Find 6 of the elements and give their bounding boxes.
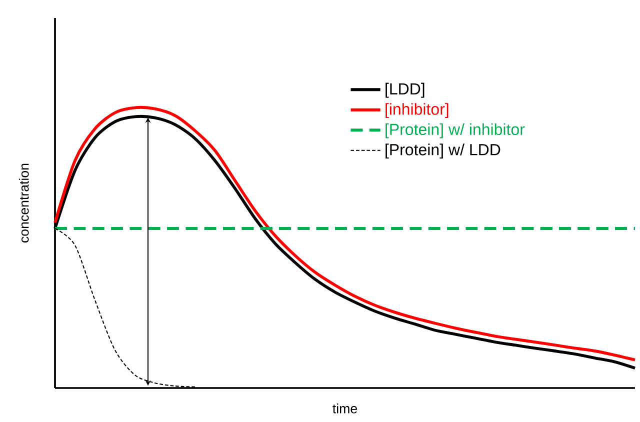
legend-label: [Protein] w/ LDD bbox=[386, 144, 500, 158]
y-axis-title: concentration bbox=[18, 164, 29, 242]
legend-label: [Protein] w/ inhibitor bbox=[386, 123, 525, 138]
legend-label: [inhibitor] bbox=[386, 103, 448, 118]
x-axis-title: time bbox=[332, 404, 357, 414]
legend-label: [LDD] bbox=[386, 82, 424, 98]
